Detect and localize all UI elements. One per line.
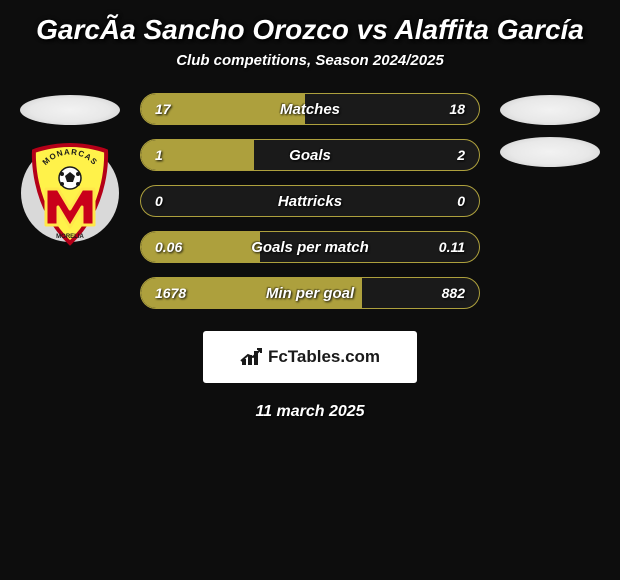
- club-right-logo-placeholder: [500, 137, 600, 167]
- left-player-col: MONARCAS MORELIA: [20, 93, 120, 249]
- club-left-logo: MONARCAS MORELIA: [20, 137, 120, 249]
- comparison-card: GarcÃ­a Sancho Orozco vs Alaffita García…: [0, 0, 620, 421]
- stat-fill-left: [141, 232, 260, 262]
- stat-value-right: 882: [442, 278, 465, 308]
- player-left-avatar-placeholder: [20, 95, 120, 125]
- stat-value-left: 0: [155, 186, 163, 216]
- brand-text: FcTables.com: [268, 347, 380, 367]
- brand-box: FcTables.com: [203, 331, 417, 383]
- date-line: 11 march 2025: [0, 403, 620, 421]
- stat-bar: 1678882Min per goal: [140, 277, 480, 309]
- bar-chart-icon: [240, 347, 264, 367]
- stat-bar: 0.060.11Goals per match: [140, 231, 480, 263]
- svg-text:MORELIA: MORELIA: [56, 234, 84, 240]
- monarcas-shield-icon: MONARCAS MORELIA: [20, 137, 120, 249]
- stat-value-right: 18: [449, 94, 465, 124]
- page-subtitle: Club competitions, Season 2024/2025: [0, 52, 620, 69]
- stat-fill-left: [141, 278, 362, 308]
- stat-fill-left: [141, 140, 254, 170]
- stat-bar: 1718Matches: [140, 93, 480, 125]
- page-title: GarcÃ­a Sancho Orozco vs Alaffita García: [0, 6, 620, 52]
- player-right-avatar-placeholder: [500, 95, 600, 125]
- stat-value-right: 0: [457, 186, 465, 216]
- stat-fill-left: [141, 94, 305, 124]
- right-player-col: [500, 93, 600, 167]
- stat-bar: 12Goals: [140, 139, 480, 171]
- stat-bar: 0 0Hattricks: [140, 185, 480, 217]
- stats-col: 1718Matches 12Goals 0 0Hattricks 0.060.11Goa…: [140, 93, 480, 309]
- stat-value-right: 0.11: [439, 232, 465, 262]
- stat-label: Hattricks: [141, 186, 479, 216]
- stat-value-right: 2: [457, 140, 465, 170]
- main-row: MONARCAS MORELIA 1718Matches 12Goals 0 0Hat…: [0, 93, 620, 309]
